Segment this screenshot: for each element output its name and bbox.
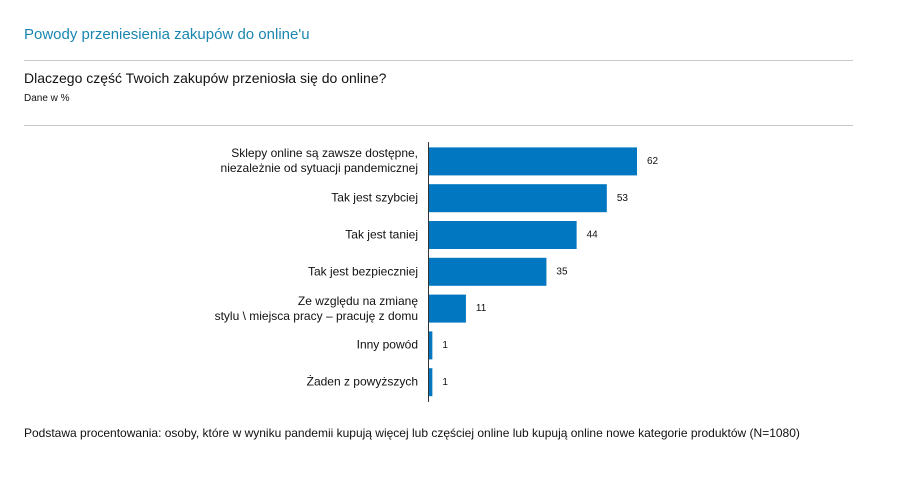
chart-subtitle: Dane w % xyxy=(24,93,70,104)
value-label: 1 xyxy=(442,340,448,351)
category-label: Inny powód xyxy=(356,337,418,352)
category-label: Ze względu na zmianę stylu \ miejsca pra… xyxy=(214,293,418,323)
value-label: 62 xyxy=(647,156,659,167)
divider xyxy=(24,125,853,126)
category-label: Tak jest szybciej xyxy=(331,190,418,205)
value-label: 11 xyxy=(476,303,487,314)
chart-title: Dlaczego część Twoich zakupów przeniosła… xyxy=(24,70,387,86)
value-label: 1 xyxy=(442,377,448,388)
bar xyxy=(429,368,433,397)
category-label: Sklepy online są zawsze dostępne, niezal… xyxy=(220,146,418,176)
category-label: Tak jest taniej xyxy=(345,227,418,242)
divider xyxy=(24,60,853,61)
bar xyxy=(429,294,466,323)
category-label: Żaden z powyższych xyxy=(306,374,418,389)
bar xyxy=(429,221,577,249)
value-label: 35 xyxy=(556,266,568,277)
bar xyxy=(429,147,638,176)
category-label: Tak jest bezpieczniej xyxy=(307,264,418,279)
bar xyxy=(429,331,433,360)
value-label: 44 xyxy=(587,230,599,241)
footnote: Podstawa procentowania: osoby, które w w… xyxy=(24,426,800,440)
bar xyxy=(429,184,607,213)
page-title: Powody przeniesienia zakupów do online'u xyxy=(24,26,310,43)
bar xyxy=(429,257,547,286)
value-label: 53 xyxy=(617,193,629,204)
